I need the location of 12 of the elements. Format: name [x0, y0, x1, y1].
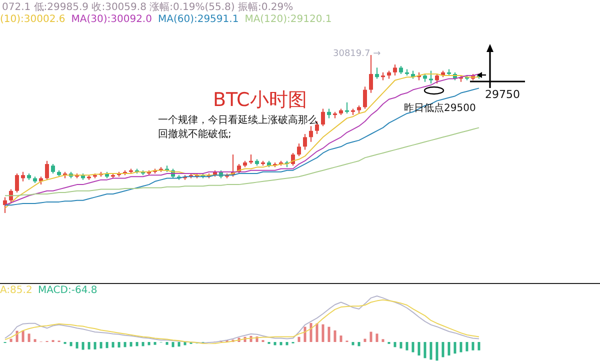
- text: MA(120):29120.1: [244, 14, 332, 25]
- text: MACD:-64.8: [38, 285, 98, 296]
- annotation: 回撤就不能破低;: [158, 129, 232, 140]
- text: A:85.2: [0, 285, 32, 296]
- text: (10):30002.6: [0, 14, 66, 25]
- text: 29750: [485, 88, 520, 102]
- annotation: 一个规律，今日看延续上涨破高那么: [158, 115, 318, 126]
- annotation: 30819.7 →: [333, 49, 381, 60]
- text: MA(60):29591.1: [158, 14, 239, 25]
- text: 072.1 低:29985.9 收:30059.8 涨幅:0.19%(55.8) 振幅:0.29%: [2, 2, 294, 14]
- text: MA(30):30092.0: [71, 14, 152, 25]
- text: BTC小时图: [213, 89, 307, 112]
